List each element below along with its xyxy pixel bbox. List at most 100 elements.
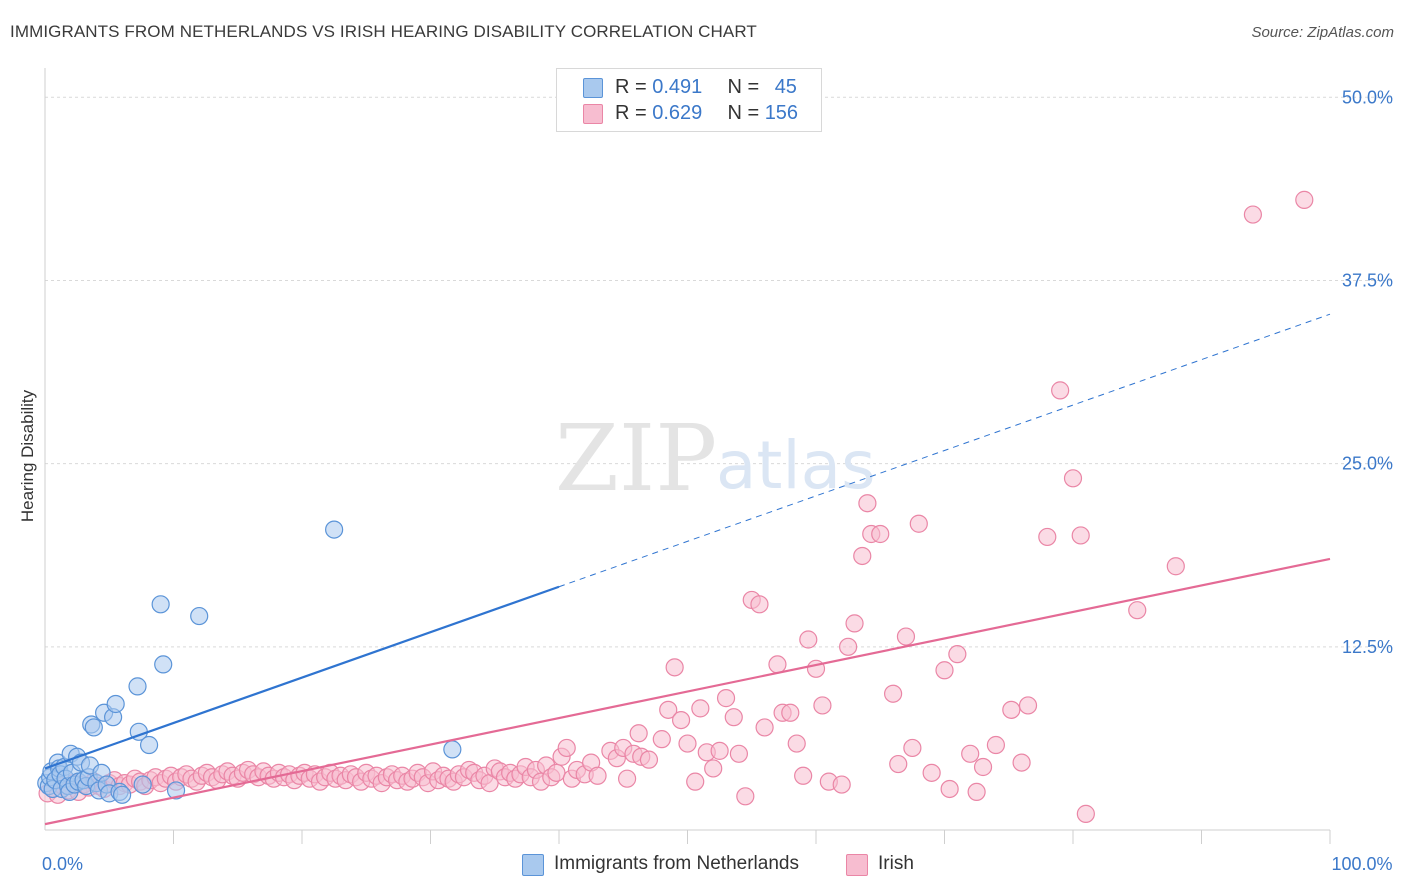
x-tick-label: 100.0%: [1331, 854, 1392, 874]
irish-point: [839, 637, 858, 656]
irish-point: [639, 750, 659, 769]
irish-point: [678, 734, 697, 753]
watermark-atlas: atlas: [716, 427, 876, 504]
irish-point: [967, 782, 986, 802]
irish-point: [940, 779, 959, 799]
netherlands-point: [166, 781, 186, 800]
irish-point: [588, 766, 607, 785]
irish-point: [909, 514, 928, 533]
source-credit: Source: ZipAtlas.com: [1251, 24, 1394, 41]
irish-point: [799, 630, 818, 649]
irish-point: [896, 627, 916, 646]
tick-labels: 12.5% 25.0% 37.5% 50.0% 0.0% 100.0%: [42, 87, 1393, 874]
irish-point: [1166, 557, 1185, 576]
irish-point: [750, 595, 769, 614]
irish-point: [1295, 190, 1314, 209]
irish-point: [1128, 601, 1147, 620]
y-tick-label: 37.5%: [1342, 270, 1393, 290]
irish-point: [724, 708, 743, 727]
netherlands-point: [190, 606, 209, 626]
irish-point: [961, 744, 980, 763]
irish-point: [973, 757, 993, 777]
x-tick-label: 0.0%: [42, 854, 83, 874]
netherlands-point: [112, 785, 132, 804]
axes: [44, 68, 1331, 844]
irish-point: [1002, 700, 1021, 719]
irish-swatch: [583, 104, 603, 124]
legend-swatch-pink: [846, 854, 868, 876]
netherlands-point: [128, 677, 147, 696]
stats-box: R = 0.491 N = 45 R = 0.629 N = 156: [556, 68, 822, 132]
irish-point: [1243, 205, 1263, 224]
netherlands-point: [84, 718, 103, 737]
y-tick-label: 12.5%: [1342, 637, 1393, 657]
netherlands-point: [154, 655, 173, 674]
irish-point: [853, 546, 872, 566]
irish-point: [858, 494, 877, 513]
irish-point: [557, 738, 576, 758]
irish-point: [948, 645, 967, 664]
irish-trend-line: [44, 557, 1331, 826]
irish-point: [1018, 696, 1038, 715]
netherlands-point: [106, 694, 125, 714]
y-tick-label: 25.0%: [1342, 454, 1393, 474]
irish-point: [1071, 526, 1090, 545]
netherlands-point: [151, 595, 170, 614]
irish-point: [986, 735, 1006, 755]
irish-point: [813, 696, 832, 715]
irish-point: [1038, 527, 1057, 547]
netherlands-point: [325, 520, 344, 539]
r-value: 0.491: [652, 76, 703, 98]
irish-point: [704, 759, 723, 778]
irish-point: [736, 787, 755, 806]
chart-title: IMMIGRANTS FROM NETHERLANDS VS IRISH HEA…: [10, 22, 757, 41]
irish-point: [889, 754, 908, 774]
irish-point: [883, 684, 903, 703]
irish-point: [845, 614, 864, 633]
netherlands-trend-extension: [558, 313, 1331, 588]
n-value: 45: [774, 76, 797, 98]
irish-point: [1012, 753, 1031, 772]
irish-point: [1063, 469, 1083, 488]
netherlands-swatch: [583, 78, 603, 98]
irish-point: [922, 763, 941, 782]
netherlands-point: [139, 735, 159, 755]
irish-point: [787, 734, 806, 753]
irish-point: [686, 772, 705, 791]
r-value: 0.629: [652, 102, 703, 124]
irish-point: [710, 741, 729, 760]
irish-point: [794, 766, 813, 785]
irish-point: [871, 524, 890, 544]
n-label: N =: [727, 76, 765, 98]
irish-point: [716, 689, 736, 708]
irish-point: [618, 769, 637, 788]
grid-lines: [45, 96, 1392, 648]
irish-point: [903, 738, 922, 758]
irish-point: [768, 655, 787, 674]
irish-point: [1076, 804, 1095, 823]
irish-point: [629, 724, 648, 743]
irish-point: [547, 763, 566, 782]
legend-label: Immigrants from Netherlands: [554, 853, 799, 874]
irish-point: [935, 661, 954, 680]
irish-point: [1051, 381, 1070, 400]
netherlands-point: [443, 740, 462, 759]
netherlands-point: [133, 775, 152, 794]
r-label: R =: [615, 102, 653, 124]
legend-label: Irish: [878, 853, 914, 874]
irish-point: [665, 658, 684, 677]
n-label: N =: [727, 102, 765, 124]
r-label: R =: [615, 76, 653, 98]
irish-point: [691, 699, 710, 718]
trend-lines: [44, 313, 1331, 826]
y-tick-label: 50.0%: [1342, 87, 1393, 107]
n-value: 156: [764, 102, 799, 124]
irish-point: [671, 710, 691, 730]
legend-swatch-blue: [522, 854, 544, 876]
watermark-zip: ZIP: [555, 405, 717, 512]
irish-point: [832, 775, 851, 794]
irish-point: [659, 700, 678, 719]
irish-point: [652, 730, 671, 749]
irish-point: [781, 703, 800, 722]
